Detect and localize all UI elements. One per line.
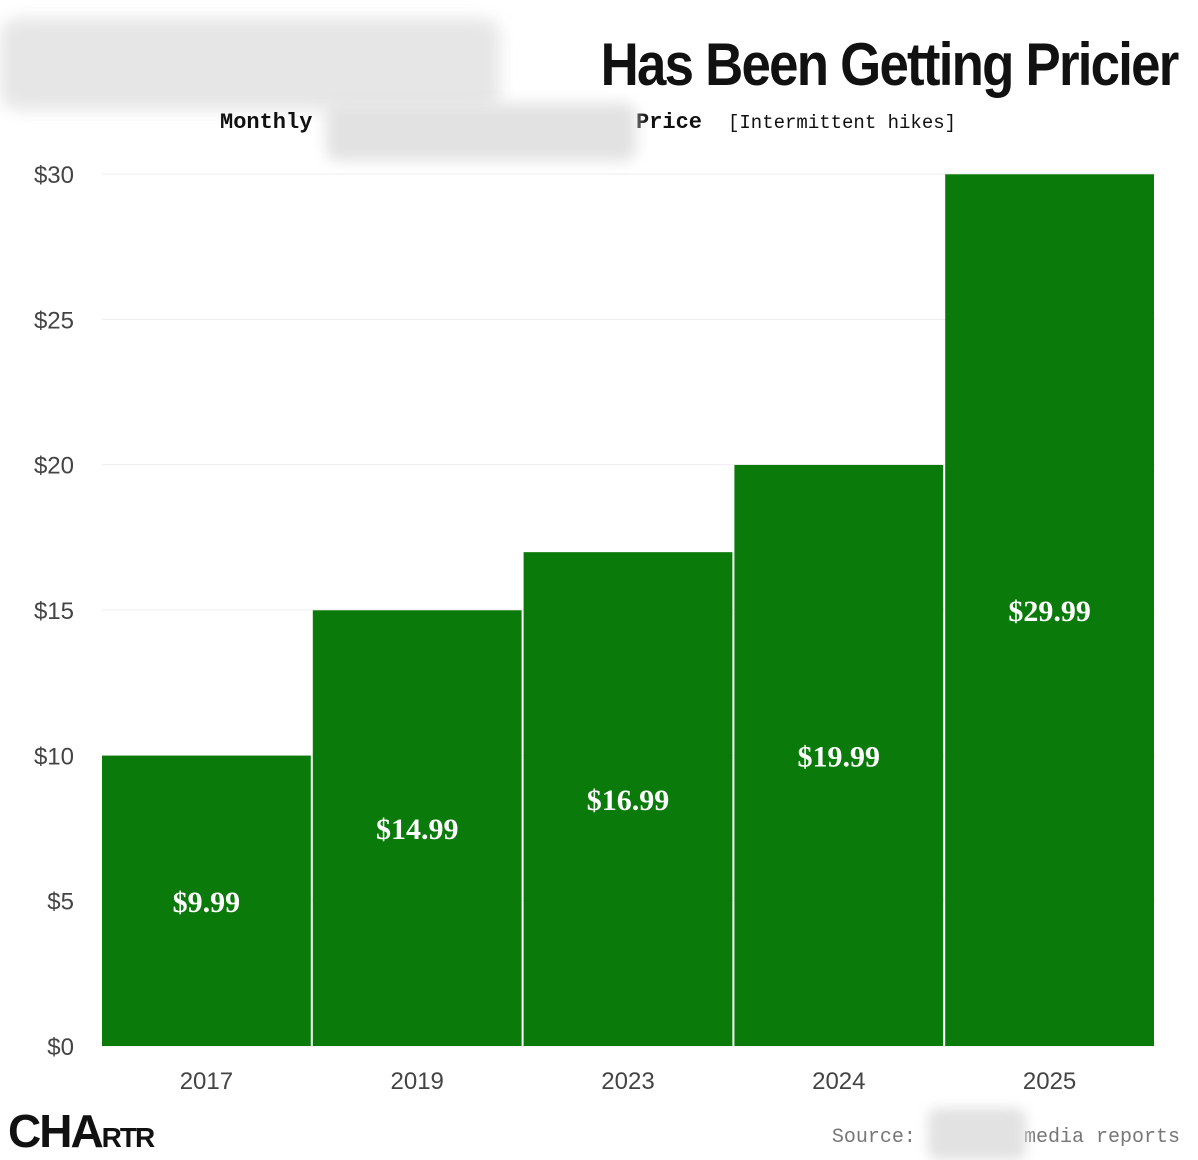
redacted-title-region [0,18,500,110]
y-tick-label: $25 [34,307,74,334]
bar-2025 [945,174,1154,1047]
bar-value-label: $29.99 [1008,595,1091,628]
x-axis-ticks: 2017 2019 2023 2024 2025 [180,1068,1077,1095]
bar-2024 [734,464,944,1046]
y-tick-label: $30 [34,162,74,189]
chartr-logo: CHARTR [8,1105,155,1157]
x-tick-label: 2025 [1023,1068,1076,1095]
x-tick-label: 2024 [812,1068,865,1095]
y-tick-label: $10 [34,743,74,770]
x-tick-label: 2023 [601,1068,654,1095]
bar-2019 [312,610,522,1046]
source-note: Source: media reports [832,1126,1180,1149]
bar-2017 [102,755,311,1046]
source-text: media reports [1023,1126,1180,1149]
redacted-source-region [928,1108,1026,1160]
y-axis-ticks: $0 $5 $10 $15 $20 $25 $30 [34,162,74,1061]
bar-value-labels: $9.99 $14.99 $16.99 $19.99 $29.99 [173,595,1091,919]
bar-value-label: $9.99 [173,886,241,919]
chart-title: Has Been Getting Pricier [601,31,1180,98]
y-tick-label: $5 [47,889,74,916]
bars [102,174,1154,1047]
bar-2023 [523,552,733,1046]
source-label: Source: [831,1126,916,1149]
chart-subtitle: Monthly Price [Intermittent hikes] [0,110,1198,140]
y-tick-label: $0 [47,1034,74,1061]
y-tick-label: $20 [34,453,74,480]
bar-value-label: $14.99 [376,813,459,846]
x-tick-label: 2019 [391,1068,444,1095]
x-tick-label: 2017 [180,1068,233,1095]
bar-value-label: $19.99 [798,740,881,773]
bar-value-label: $16.99 [587,784,670,817]
subtitle-note: [Intermittent hikes] [728,112,957,134]
subtitle-part-monthly: Monthly [220,110,313,135]
redacted-subtitle-region [326,103,636,161]
subtitle-part-price: Price [636,110,703,135]
y-tick-label: $15 [34,598,74,625]
